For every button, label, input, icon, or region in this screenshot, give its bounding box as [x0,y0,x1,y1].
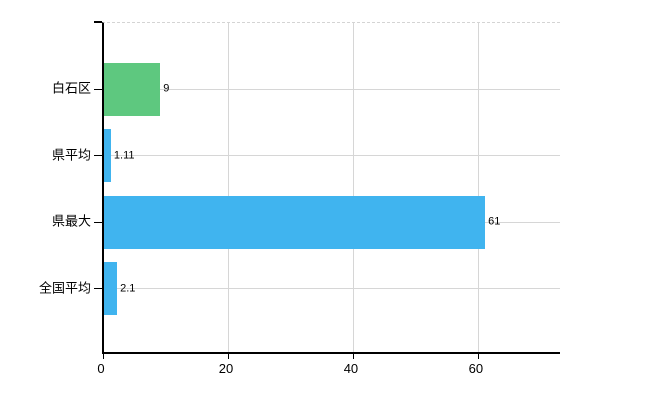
category-label: 白石区 [51,80,91,96]
category-gridline [104,88,560,90]
bar-3 [104,195,486,249]
y-axis-tick [94,88,102,90]
vertical-gridline [352,23,354,352]
y-axis-tick [94,155,102,157]
x-tick-label: 0 [97,361,105,376]
category-label: 全国平均 [38,280,91,296]
value-label: 1.11 [113,149,135,162]
x-tick-label: 60 [468,361,484,376]
category-gridline [104,155,560,157]
vertical-gridline [477,23,479,352]
value-label: 2.1 [120,282,136,295]
x-tick-label: 20 [218,361,234,376]
bar-2 [104,129,111,183]
bar-4 [104,262,118,316]
bar-1 [104,62,161,116]
x-tick-label: 40 [343,361,359,376]
category-label: 県最大 [51,213,91,229]
x-axis-tick [477,354,479,359]
value-label: 9 [163,82,170,95]
x-axis-tick [227,354,229,359]
y-axis-tick [94,288,102,290]
plot-area: 9 1.11 61 2.1 [94,22,560,359]
y-axis-tick [94,221,102,223]
vertical-gridline [227,23,229,352]
value-label: 61 [488,215,501,228]
x-axis-tick [352,354,354,359]
y-axis-top-tick [94,21,102,23]
x-axis-tick [103,354,104,359]
category-gridline [104,288,560,290]
category-label: 県平均 [51,147,91,163]
